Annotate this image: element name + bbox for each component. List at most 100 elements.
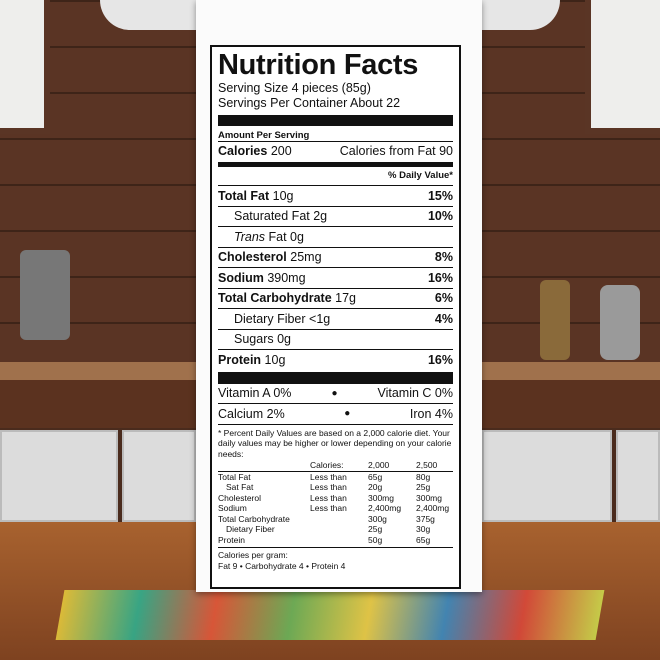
nutrient-row: Total Fat 10g 15%	[218, 185, 453, 206]
nutrient-daily-value: 16%	[427, 352, 453, 367]
nutrient-daily-value: 6%	[434, 291, 453, 306]
table-row: Calories: 2,000 2,500	[218, 460, 453, 472]
footnote: * Percent Daily Values are based on a 2,…	[218, 423, 453, 460]
table-cell: 20g	[368, 482, 383, 492]
table-row: Total Carbohydrate 300g 375g	[218, 514, 453, 525]
table-cell: 300mg	[368, 492, 394, 503]
table-cell	[310, 514, 368, 525]
calories-value: 200	[270, 143, 292, 158]
nutrient-amount: 390mg	[267, 270, 306, 285]
bottle	[540, 280, 570, 360]
table-cell: Sodium	[218, 503, 247, 513]
table-cell	[218, 460, 310, 471]
nutrient-name: Cholesterol	[218, 250, 287, 265]
nutrient-row: Protein 10g 16%	[218, 349, 453, 370]
drawer	[0, 430, 118, 522]
nutrient-list: Total Fat 10g 15% Saturated Fat 2g 10% Trans…	[218, 185, 453, 370]
nutrient-daily-value: 15%	[427, 188, 453, 203]
nutrient-name: Dietary Fiber	[234, 311, 306, 326]
nutrient-row: Sugars 0g	[218, 328, 453, 350]
nutrient-name: Sodium	[218, 270, 264, 285]
table-cell: 2,000	[368, 460, 390, 470]
nutrient-row: Dietary Fiber <1g 4%	[218, 308, 453, 329]
nutrient-amount: Fat 0g	[268, 229, 304, 244]
nutrient-name: Protein	[218, 352, 262, 367]
table-row: Dietary Fiber 25g 30g	[218, 524, 453, 535]
vitamin-list: Vitamin A 0% ● Vitamin C 0% Calcium 2% ● Iron…	[218, 382, 453, 424]
nutrient-amount: 10g	[272, 188, 294, 203]
nutrient-row: Cholesterol 25mg 8%	[218, 246, 453, 268]
servings-per-container: Servings Per Container About 22	[218, 96, 401, 110]
table-cell	[310, 535, 368, 546]
nutrient-row: Sodium 390mg 16%	[218, 267, 453, 288]
table-cell	[310, 524, 368, 535]
nutrient-name: Saturated Fat	[234, 209, 310, 224]
table-cell: 25g	[416, 482, 431, 492]
table-cell: Protein	[218, 534, 245, 545]
nutrient-amount: 10g	[264, 352, 286, 367]
nutrient-name: Total Fat	[218, 188, 270, 203]
table-cell: 2,400mg	[416, 503, 450, 513]
vitamin-right: Iron 4%	[409, 406, 453, 421]
vitamin-row: Vitamin A 0% ● Vitamin C 0%	[218, 382, 453, 404]
nutrient-row: Total Carbohydrate 17g 6%	[218, 287, 453, 309]
nutrient-amount: 0g	[277, 332, 291, 347]
nutrient-row: Saturated Fat 2g 10%	[218, 205, 453, 227]
nutrient-amount: <1g	[309, 311, 331, 326]
nutrient-daily-value: 4%	[434, 311, 453, 326]
table-cell: Total Carbohydrate	[218, 513, 290, 524]
table-cell: Less than	[310, 492, 347, 503]
daily-value-header: % Daily Value*	[388, 170, 453, 181]
nutrient-name: Trans	[234, 229, 266, 244]
nutrient-amount: 25mg	[290, 250, 322, 265]
table-cell: 65g	[416, 534, 431, 545]
table-cell: Total Fat	[218, 471, 251, 482]
calories-from-fat: Calories from Fat 90	[339, 143, 453, 158]
divider	[218, 162, 453, 167]
table-row: Total Fat Less than 65g 80g	[218, 472, 453, 483]
table-cell: Calories:	[310, 460, 344, 470]
vitamin-left: Vitamin A 0%	[218, 386, 292, 401]
nutrient-row: Trans Fat 0g	[218, 226, 453, 247]
divider	[218, 115, 453, 126]
colorful-mat	[55, 590, 605, 640]
calories-per-gram-values: Fat 9 • Carbohydrate 4 • Protein 4	[218, 560, 346, 571]
drawer	[122, 430, 196, 522]
nutrient-amount: 17g	[335, 291, 357, 306]
table-cell: 80g	[416, 471, 431, 482]
nutrient-name: Sugars	[234, 332, 274, 347]
table-cell: 65g	[368, 471, 383, 482]
bullet-icon: ●	[331, 387, 338, 399]
daily-value-table: Calories: 2,000 2,500 Total Fat Less than 65g…	[218, 460, 453, 545]
bullet-icon: ●	[344, 408, 351, 420]
vitamin-right: Vitamin C 0%	[377, 386, 453, 401]
table-cell: 300g	[368, 513, 387, 524]
table-cell: Less than	[310, 503, 347, 513]
nutrient-amount: 2g	[313, 209, 328, 224]
table-cell: Sat Fat	[226, 482, 254, 492]
table-cell: Less than	[310, 482, 347, 492]
vitamin-row: Calcium 2% ● Iron 4%	[218, 403, 453, 424]
kettle	[600, 285, 640, 360]
nutrient-daily-value: 8%	[434, 250, 453, 265]
drawer	[616, 430, 660, 522]
divider	[218, 371, 453, 383]
appliance	[20, 250, 70, 340]
nutrient-daily-value: 10%	[427, 209, 453, 224]
table-row: Protein 50g 65g	[218, 535, 453, 546]
vitamin-left: Calcium 2%	[218, 406, 285, 421]
calories-label: Calories	[218, 143, 268, 158]
nutrient-name: Total Carbohydrate	[218, 291, 332, 306]
table-cell: 300mg	[416, 492, 442, 503]
table-cell: 30g	[416, 524, 431, 534]
calories-per-gram: Calories per gram:	[218, 547, 453, 561]
amount-per-serving: Amount Per Serving	[218, 130, 310, 141]
table-cell: 2,500	[416, 460, 438, 470]
table-cell: Cholesterol	[218, 492, 261, 503]
nutrient-daily-value: 16%	[427, 270, 453, 285]
table-cell: 25g	[368, 524, 383, 534]
calories-row: Calories 200 Calories from Fat 90	[218, 141, 453, 159]
table-cell: 375g	[416, 513, 435, 524]
table-row: Cholesterol Less than 300mg 300mg	[218, 493, 453, 504]
serving-size: Serving Size 4 pieces (85g)	[218, 81, 371, 95]
